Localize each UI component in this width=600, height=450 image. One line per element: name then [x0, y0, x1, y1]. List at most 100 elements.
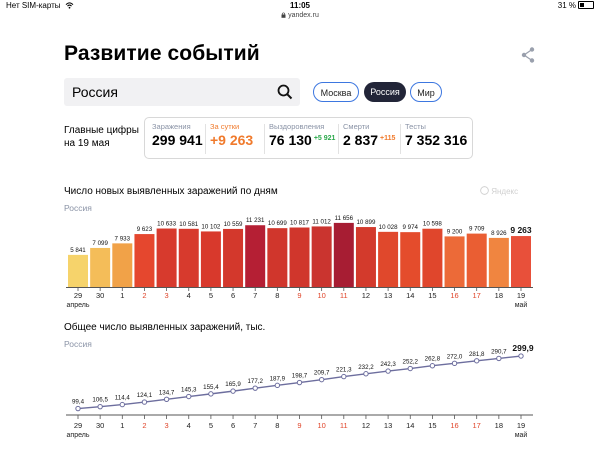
carrier-label: Нет SIM-карты — [6, 1, 74, 10]
stat-per-day: За сутки +9 263 — [210, 122, 253, 148]
bar-value-label: 8 926 — [491, 230, 507, 237]
search-input[interactable]: Россия — [64, 78, 300, 106]
x-tick-label: 13 — [384, 421, 392, 430]
share-icon[interactable] — [520, 46, 536, 64]
x-tick-label: 11 — [340, 291, 348, 300]
divider — [264, 124, 265, 154]
line-value-label: 281,8 — [469, 351, 485, 358]
x-tick-label: 18 — [495, 421, 503, 430]
bar-value-label: 10 581 — [179, 221, 198, 228]
line-value-label: 252,2 — [403, 359, 419, 366]
line-point-10 — [318, 376, 325, 383]
bar-8 — [267, 228, 288, 287]
x-month-label: май — [515, 431, 528, 439]
stat-label: Тесты — [405, 122, 426, 131]
bar-18 — [488, 237, 509, 287]
x-tick-label: 7 — [253, 421, 257, 430]
x-tick-label: 9 — [297, 291, 301, 300]
line-point-7 — [252, 385, 258, 391]
stat-value: 7 352 316 — [405, 132, 468, 148]
address-bar[interactable]: yandex.ru — [0, 12, 600, 19]
line-value-label: 99,4 — [72, 399, 85, 406]
x-tick-label: 8 — [275, 291, 279, 300]
line-point-13 — [385, 368, 391, 374]
wifi-icon — [65, 2, 74, 9]
line-value-label: 177,2 — [247, 378, 263, 385]
bar-3 — [156, 228, 177, 287]
bar-value-label: 10 817 — [290, 220, 309, 227]
battery-percent: 31 % — [557, 1, 576, 10]
bar-11 — [333, 222, 354, 287]
line-value-label: 232,2 — [358, 364, 374, 371]
line-point-29 — [75, 405, 81, 412]
x-month-label: апрель — [67, 432, 90, 439]
bar-value-label: 11 656 — [335, 215, 354, 222]
bar-value-label: 10 699 — [268, 220, 287, 227]
line-point-16 — [451, 360, 458, 367]
line-value-label: 209,7 — [314, 370, 330, 377]
x-tick-label: 14 — [406, 291, 414, 300]
bar-9 — [289, 227, 310, 287]
line-point-19 — [518, 353, 524, 359]
x-tick-label: 19 — [517, 421, 525, 430]
line-value-label: 198,7 — [292, 373, 308, 380]
x-tick-label: 6 — [231, 291, 235, 300]
x-tick-label: 6 — [231, 421, 235, 430]
bar-14 — [400, 232, 421, 287]
line-point-14 — [407, 365, 413, 372]
search-icon[interactable] — [276, 83, 294, 101]
search-value: Россия — [72, 84, 118, 100]
bar-value-label: 10 559 — [224, 221, 243, 228]
line-value-label: 221,3 — [336, 367, 352, 374]
x-tick-label: 13 — [384, 291, 392, 300]
x-tick-label: 5 — [209, 291, 213, 300]
bar-30 — [90, 247, 111, 287]
stat-recovered: Выздоровления 76 130 +5 921 — [269, 122, 335, 148]
bar-5 — [200, 231, 221, 287]
x-month-label: апрель — [67, 302, 90, 309]
main-figures-label: Главные цифры на 19 мая — [64, 124, 139, 150]
bar-2 — [134, 234, 155, 287]
bar-value-label: 10 899 — [356, 219, 375, 226]
x-tick-label: 1 — [120, 291, 124, 300]
x-tick-label: 15 — [428, 421, 436, 430]
x-tick-label: 4 — [187, 291, 191, 300]
line-point-1 — [119, 401, 126, 408]
line-point-9 — [296, 379, 303, 386]
line-value-label: 272,0 — [447, 353, 463, 360]
x-tick-label: 2 — [142, 421, 146, 430]
region-pill-russia[interactable]: Россия — [364, 82, 406, 102]
bar-value-label: 10 598 — [423, 221, 442, 228]
line-point-2 — [141, 399, 148, 405]
bar-19 — [511, 236, 531, 287]
region-pill-moscow[interactable]: Москва — [313, 82, 359, 102]
x-tick-label: 4 — [187, 421, 191, 430]
line-point-4 — [186, 393, 192, 400]
line-value-label: 106,5 — [92, 397, 108, 404]
line-point-6 — [230, 388, 236, 394]
bar-value-label: 7 099 — [92, 240, 108, 247]
bar-value-label: 9 200 — [447, 228, 463, 235]
bar-value-label: 11 231 — [246, 217, 265, 224]
chart-subtitle-daily: Россия — [64, 203, 92, 213]
line-value-label: 145,3 — [181, 387, 197, 394]
stat-label: За сутки — [210, 122, 240, 131]
stat-label: Смерти — [343, 122, 370, 131]
x-tick-label: 3 — [165, 421, 169, 430]
bar-value-label: 7 933 — [115, 235, 131, 242]
line-value-label: 134,7 — [159, 389, 175, 396]
bar-10 — [311, 226, 332, 287]
x-tick-label: 7 — [253, 291, 257, 300]
x-tick-label: 16 — [450, 421, 458, 430]
region-pill-world[interactable]: Мир — [410, 82, 442, 102]
stats-panel: Заражения 299 941 За сутки +9 263 Выздор… — [144, 117, 473, 159]
line-value-label: 165,9 — [225, 381, 241, 388]
status-bar: Нет SIM-карты 11:05 31 % — [0, 0, 600, 12]
chart-subtitle-total: Россия — [64, 339, 92, 349]
battery-indicator: 31 % — [558, 1, 594, 10]
line-value-label: 299,9 — [512, 343, 534, 353]
line-point-5 — [208, 391, 214, 397]
bar-7 — [245, 225, 266, 287]
stat-tests: Тесты 7 352 316 — [405, 122, 467, 148]
